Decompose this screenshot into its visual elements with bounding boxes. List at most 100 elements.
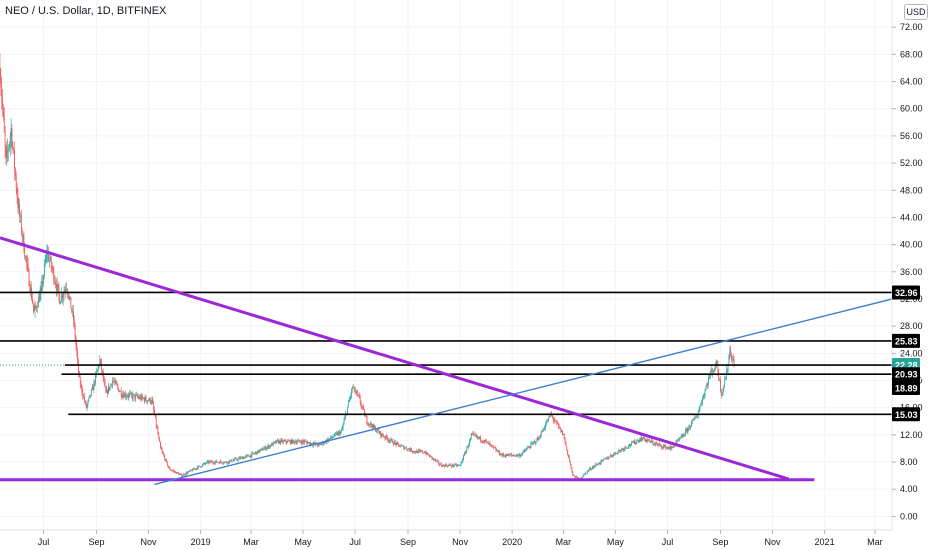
candle-body (29, 285, 31, 292)
candle-body (24, 251, 26, 258)
candle-body (478, 437, 480, 439)
candle-body (30, 288, 32, 292)
candle-body (26, 262, 28, 265)
candle-body (551, 415, 553, 417)
candle-body (230, 459, 231, 461)
candle-body (516, 454, 518, 456)
x-tick-label: Mar (556, 537, 572, 547)
candle-body (254, 452, 256, 454)
candle-body (713, 369, 714, 373)
x-tick-label: Nov (141, 537, 158, 547)
candle-body (194, 468, 196, 470)
candle-body (533, 441, 535, 443)
candle-body (113, 380, 114, 382)
candle-body (300, 441, 301, 443)
candle-body (158, 434, 160, 438)
candle-body (96, 369, 98, 372)
y-tick-label: 0.00 (900, 511, 918, 521)
candle-body (544, 427, 545, 430)
candle-body (452, 464, 454, 467)
candle-body (518, 454, 520, 456)
candle-body (216, 460, 218, 463)
candle-body (448, 465, 450, 466)
candle-body (440, 463, 442, 467)
candle-body (204, 463, 206, 465)
candle-body (52, 268, 54, 270)
candle-body (342, 424, 344, 428)
candle-body (332, 437, 334, 438)
candle-body (509, 454, 510, 456)
candle-body (123, 394, 125, 398)
candle-body (174, 471, 176, 473)
candle-body (156, 425, 158, 429)
currency-button[interactable]: USD (904, 4, 928, 20)
candle-body (559, 427, 561, 429)
candle-body (690, 426, 691, 428)
candle-body (84, 396, 85, 402)
candle-body (258, 450, 260, 453)
candle-body (387, 440, 389, 441)
price-badge-label: 22.28 (895, 361, 918, 371)
candle-body (16, 188, 18, 198)
candle-body (434, 459, 436, 461)
candle-body (230, 459, 232, 462)
candle-body (499, 454, 501, 456)
candle-body (393, 441, 395, 445)
candle-body (192, 468, 194, 471)
candle-body (107, 389, 108, 394)
candle-body (607, 457, 609, 460)
candle-body (362, 406, 364, 408)
symbol-header: NEO / U.S. Dollar, 1D, BITFINEX (5, 5, 167, 17)
candle-body (683, 435, 685, 437)
candle-body (498, 450, 499, 452)
candle-body (488, 443, 490, 445)
y-tick-label: 48.00 (900, 185, 923, 195)
candle-body (159, 437, 161, 443)
candle-body (694, 417, 696, 420)
candle-body (496, 450, 498, 452)
candle-body (91, 387, 93, 390)
candle-body (356, 392, 358, 394)
candle-body (547, 418, 549, 422)
candle-body (165, 459, 166, 461)
candle-body (61, 294, 63, 298)
candle-body (64, 289, 66, 292)
candle-body (92, 387, 94, 390)
candle-body (268, 445, 270, 448)
candle-body (260, 448, 262, 450)
candle-body (308, 442, 310, 444)
candle-body (55, 285, 57, 291)
candle-body (129, 393, 131, 395)
candle-body (340, 431, 341, 435)
candle-body (323, 441, 324, 444)
candle-body (309, 442, 311, 445)
candle-body (134, 394, 136, 399)
candle-body (253, 452, 254, 454)
candle-body (589, 467, 591, 470)
candle-body (628, 444, 630, 447)
candle-body (132, 394, 134, 399)
candle-body (585, 472, 586, 474)
candle-body (453, 465, 455, 467)
candle-body (200, 466, 201, 468)
x-tick-label: Sep (712, 537, 728, 547)
candle-body (89, 394, 91, 398)
candle-body (103, 379, 105, 382)
candle-body (59, 294, 61, 305)
candle-body (441, 466, 443, 467)
candle-body (382, 433, 383, 436)
candle-body (390, 439, 392, 441)
candle-body (21, 231, 23, 237)
x-tick-label: Sep (400, 537, 416, 547)
candle-body (399, 446, 401, 448)
candle-body (582, 476, 584, 478)
candle-body (608, 457, 610, 459)
candle-body (566, 446, 568, 450)
x-tick-label: Mar (867, 537, 883, 547)
candle-body (461, 461, 463, 463)
candle-body (483, 441, 485, 443)
candle-body (0, 79, 2, 88)
candle-body (416, 450, 417, 453)
candle-body (456, 464, 458, 466)
